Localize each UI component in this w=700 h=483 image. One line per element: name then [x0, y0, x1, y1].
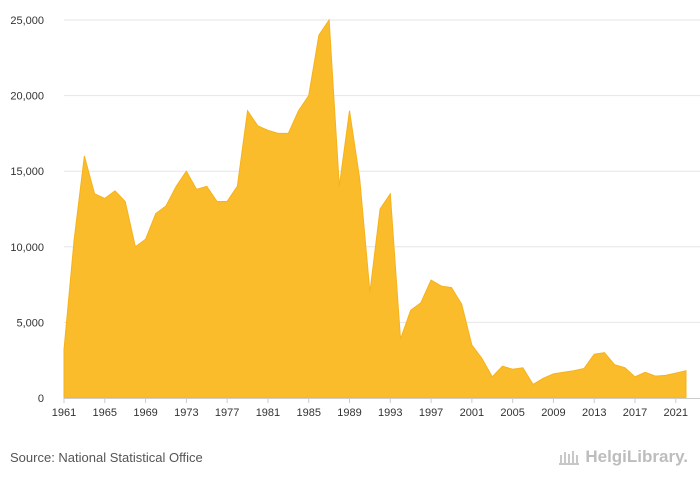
data-point[interactable] [297, 109, 301, 113]
data-point[interactable] [480, 357, 484, 361]
data-point[interactable] [623, 366, 627, 370]
x-tick-label: 1981 [256, 407, 280, 419]
helgi-library-logo[interactable]: HelgiLibrary. [559, 447, 688, 467]
x-tick-label: 1977 [215, 407, 239, 419]
data-point[interactable] [500, 364, 504, 368]
data-point[interactable] [225, 199, 229, 203]
x-tick-label: 2013 [582, 407, 606, 419]
x-tick-label: 1989 [337, 407, 361, 419]
data-point[interactable] [562, 370, 566, 374]
data-point[interactable] [460, 302, 464, 306]
data-point[interactable] [93, 192, 97, 196]
data-point[interactable] [266, 128, 270, 132]
data-point[interactable] [449, 286, 453, 290]
data-point[interactable] [613, 363, 617, 367]
x-tick-label: 1961 [52, 407, 76, 419]
x-tick-label: 2021 [664, 407, 688, 419]
data-point[interactable] [164, 204, 168, 208]
source-note: Source: National Statistical Office [10, 450, 203, 465]
data-point[interactable] [378, 207, 382, 211]
x-tick-label: 1985 [296, 407, 320, 419]
area-layer [62, 18, 688, 399]
data-point[interactable] [337, 184, 341, 188]
axis-layer: 0 5,000 10,000 15,000 20,000 25,000 1961 1965 19… [10, 15, 700, 419]
data-point[interactable] [398, 337, 402, 341]
x-tick-label: 1965 [93, 407, 117, 419]
data-point[interactable] [276, 131, 280, 135]
data-point[interactable] [317, 33, 321, 37]
area-chart: 0 5,000 10,000 15,000 20,000 25,000 1961 1965 19… [10, 15, 700, 419]
data-point[interactable] [684, 369, 688, 373]
data-point[interactable] [307, 94, 311, 98]
data-point[interactable] [113, 189, 117, 193]
data-point[interactable] [521, 366, 525, 370]
brand-name: HelgiLibrary. [585, 447, 688, 466]
data-point[interactable] [582, 367, 586, 371]
data-point[interactable] [388, 192, 392, 196]
data-point[interactable] [653, 374, 657, 378]
x-tick-label: 1993 [378, 407, 402, 419]
data-point[interactable] [184, 169, 188, 173]
data-point[interactable] [256, 124, 260, 128]
data-point[interactable] [103, 196, 107, 200]
data-point[interactable] [541, 376, 545, 380]
data-point[interactable] [439, 284, 443, 288]
x-tick-label: 2001 [460, 407, 484, 419]
data-point[interactable] [664, 373, 668, 377]
data-point[interactable] [174, 184, 178, 188]
data-point[interactable] [572, 369, 576, 373]
data-point[interactable] [602, 351, 606, 355]
data-point[interactable] [511, 367, 515, 371]
data-point[interactable] [82, 154, 86, 158]
data-point[interactable] [133, 245, 137, 249]
x-tick-label: 2017 [623, 407, 647, 419]
data-point[interactable] [470, 343, 474, 347]
data-point[interactable] [246, 109, 250, 113]
y-tick-label: 15,000 [10, 166, 44, 178]
data-point[interactable] [215, 199, 219, 203]
x-tick-label: 1973 [174, 407, 198, 419]
x-tick-label: 2009 [541, 407, 565, 419]
data-point[interactable] [674, 371, 678, 375]
data-point[interactable] [235, 184, 239, 188]
data-point[interactable] [409, 308, 413, 312]
data-point[interactable] [195, 187, 199, 191]
data-point[interactable] [72, 237, 76, 241]
data-point[interactable] [643, 370, 647, 374]
y-tick-label: 5,000 [16, 317, 44, 329]
x-tick-label: 1997 [419, 407, 443, 419]
data-point[interactable] [490, 375, 494, 379]
data-point[interactable] [633, 375, 637, 379]
data-point[interactable] [419, 301, 423, 305]
building-icon [559, 451, 580, 465]
series-area [63, 18, 687, 399]
data-point[interactable] [531, 382, 535, 386]
data-point[interactable] [551, 372, 555, 376]
y-tick-label: 20,000 [10, 91, 44, 103]
data-point[interactable] [368, 290, 372, 294]
data-point[interactable] [358, 177, 362, 181]
x-tick-label: 2005 [500, 407, 524, 419]
data-point[interactable] [144, 237, 148, 241]
y-tick-label: 25,000 [10, 15, 44, 27]
y-tick-label: 0 [38, 393, 44, 405]
data-point[interactable] [286, 131, 290, 135]
data-point[interactable] [205, 184, 209, 188]
data-point[interactable] [348, 109, 352, 113]
data-point[interactable] [154, 212, 158, 216]
data-point[interactable] [327, 18, 331, 22]
data-point[interactable] [592, 352, 596, 356]
x-tick-label: 1969 [133, 407, 157, 419]
data-point[interactable] [429, 278, 433, 282]
data-point[interactable] [123, 199, 127, 203]
data-point[interactable] [62, 348, 66, 352]
y-tick-label: 10,000 [10, 242, 44, 254]
